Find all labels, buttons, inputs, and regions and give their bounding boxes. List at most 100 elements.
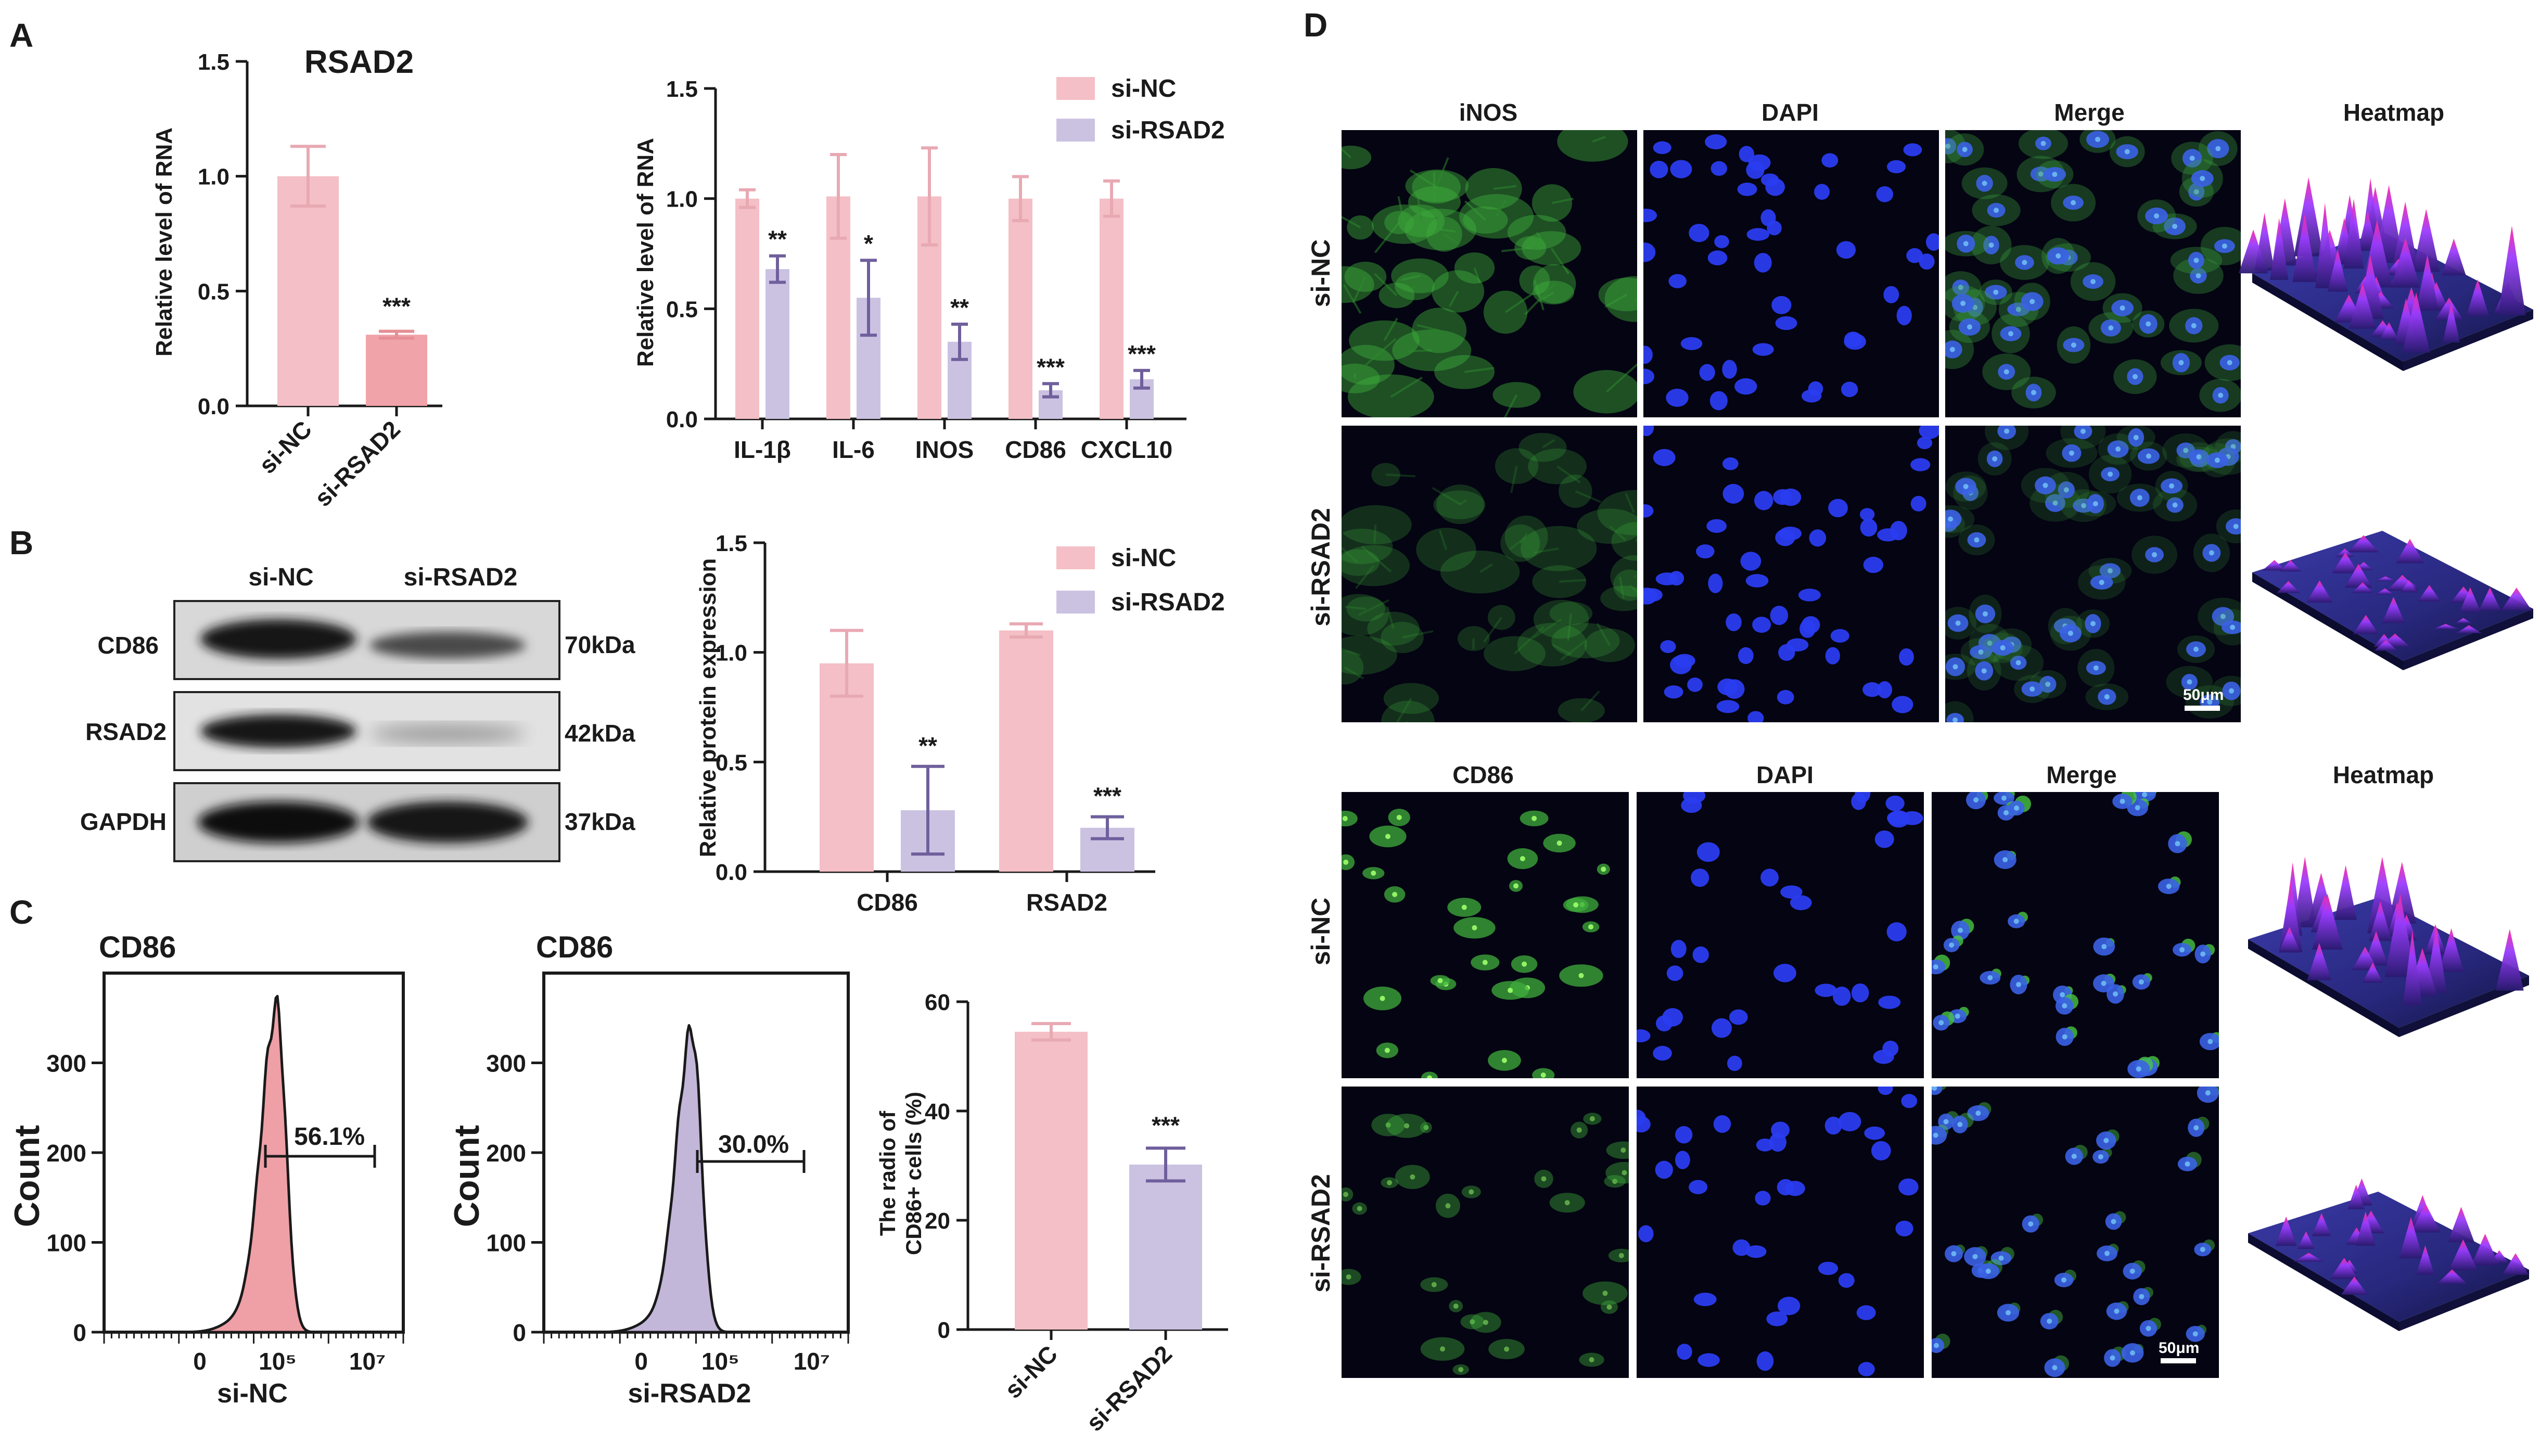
green-cell xyxy=(1559,475,1592,508)
green-process xyxy=(1619,577,1625,599)
micro-top-col-inos: iNOS xyxy=(1459,99,1517,126)
green-spot xyxy=(1385,834,1390,839)
b2-bar-si-nc xyxy=(820,663,874,872)
green-cell xyxy=(1495,448,1539,484)
green-process xyxy=(1504,292,1535,313)
overlap xyxy=(2060,992,2065,998)
heatmap-peak xyxy=(2279,560,2302,572)
nucleus xyxy=(1738,647,1754,665)
overlap xyxy=(1975,1110,1981,1116)
micro-merge-top-si-nc xyxy=(1945,130,2241,417)
nucleus xyxy=(1689,224,1709,242)
overlap xyxy=(2090,621,2096,627)
overlap xyxy=(2063,487,2069,493)
nucleus xyxy=(1755,1191,1771,1206)
overlap xyxy=(1972,304,1978,310)
nucleus xyxy=(1680,337,1703,350)
nucleus xyxy=(1878,995,1901,1009)
c1-plot-y-tick-label: 0 xyxy=(73,1319,86,1346)
nucleus xyxy=(1874,830,1894,848)
green-process xyxy=(1448,290,1459,307)
heatmap-top-si-rsad2-edge xyxy=(2252,572,2403,670)
hist-c2-xlabel: si-RSAD2 xyxy=(628,1378,751,1409)
overlap xyxy=(2108,325,2114,331)
heatmap-peak xyxy=(2334,865,2357,920)
green-cell xyxy=(1381,700,1435,722)
green-spot xyxy=(1423,1125,1429,1130)
nucleus xyxy=(1653,449,1676,466)
overlap xyxy=(2152,552,2158,558)
nucleus xyxy=(1780,488,1802,506)
nucleus xyxy=(1876,186,1894,202)
nucleus xyxy=(1692,946,1709,963)
heatmap-peak xyxy=(2352,947,2379,970)
green-cell xyxy=(1346,596,1386,622)
micro-merge-bottom-si-rsad2 xyxy=(1932,1087,2219,1378)
overlap xyxy=(2093,665,2099,671)
green-spot xyxy=(1404,1123,1410,1129)
overlap xyxy=(2214,457,2220,463)
overlap xyxy=(2038,171,2044,177)
green-process xyxy=(1519,533,1528,544)
overlap xyxy=(2111,1219,2116,1224)
nucleus xyxy=(1798,589,1821,602)
micro-dapi-bottom-si-rsad2 xyxy=(1637,1087,1924,1378)
histogram-c1-si-nc: CD86 0 100 200 300 0 10⁵ 10⁷ Count si-NC 56.1% xyxy=(7,930,405,1409)
green-spot xyxy=(1556,840,1562,846)
histogram-c2-si-rsad2: CD86 0 100 200 300 0 10⁵ 10⁷ Count si-RSAD2 30… xyxy=(447,930,850,1409)
a2-significance: ** xyxy=(768,226,787,253)
green-spot xyxy=(1606,1304,1612,1310)
nucleus xyxy=(1664,685,1683,699)
overlap xyxy=(2200,951,2206,957)
heatmap-peak xyxy=(2448,1239,2478,1271)
c3-bar-si-rsad2 xyxy=(1129,1164,1202,1330)
micro-dapi-top-si-nc-cells xyxy=(1643,134,1939,411)
chart-c3-cd86-ratio: 0 20 40 60 si-NC *** si-RSAD2 The radio of CD8… xyxy=(875,990,1228,1436)
green-spot xyxy=(1396,814,1402,820)
nucleus xyxy=(1836,241,1856,259)
overlap xyxy=(1952,717,1958,722)
green-cell xyxy=(1371,463,1400,487)
green-spot xyxy=(1470,1319,1475,1325)
green-cell xyxy=(1342,1269,1361,1285)
b2-significance: ** xyxy=(918,732,937,759)
green-cell xyxy=(1433,490,1486,519)
green-cell xyxy=(1342,505,1412,545)
heatmap-peak xyxy=(2352,582,2373,593)
overlap xyxy=(2062,1034,2067,1040)
overlap xyxy=(2104,694,2110,700)
overlap xyxy=(2040,141,2046,146)
chart-b2-legend: si-NC si-RSAD2 xyxy=(1056,544,1225,616)
green-process xyxy=(1408,349,1432,352)
green-process xyxy=(1342,147,1351,158)
overlap xyxy=(2132,374,2138,379)
b2-x-tick-label: CD86 xyxy=(857,889,918,916)
overlap xyxy=(2061,1277,2067,1283)
green-cell xyxy=(1528,449,1587,484)
nucleus xyxy=(1815,984,1837,997)
wb-band-gapdh-si-nc xyxy=(198,801,359,843)
nucleus xyxy=(1932,1126,1947,1145)
hist-c1-title: CD86 xyxy=(99,930,176,964)
overlap xyxy=(1955,1013,1960,1019)
micro-bottom-row-si-nc: si-NC xyxy=(1306,898,1335,966)
green-process xyxy=(1397,196,1406,225)
green-cell xyxy=(1416,528,1476,572)
nucleus xyxy=(1809,529,1827,547)
a2-significance: ** xyxy=(950,294,969,321)
green-cell xyxy=(1584,628,1635,662)
nucleus xyxy=(1771,1121,1790,1139)
overlap xyxy=(2110,1355,2115,1361)
a2-x-tick-label: CXCL10 xyxy=(1081,436,1172,463)
green-cell xyxy=(1483,290,1528,334)
green-cell xyxy=(1440,550,1520,594)
a2-x-tick-label: IL-6 xyxy=(832,436,875,463)
nucleus xyxy=(1670,940,1687,959)
green-cell xyxy=(1504,515,1548,558)
heatmap-peak xyxy=(2262,560,2287,571)
nucleus xyxy=(1662,1008,1683,1027)
a2-significance: *** xyxy=(1037,353,1065,380)
micro-merge-top-si-rsad2-cells xyxy=(1945,426,2241,722)
micro-top-scale-label: 50μm xyxy=(2183,686,2224,704)
nucleus xyxy=(1814,184,1830,200)
